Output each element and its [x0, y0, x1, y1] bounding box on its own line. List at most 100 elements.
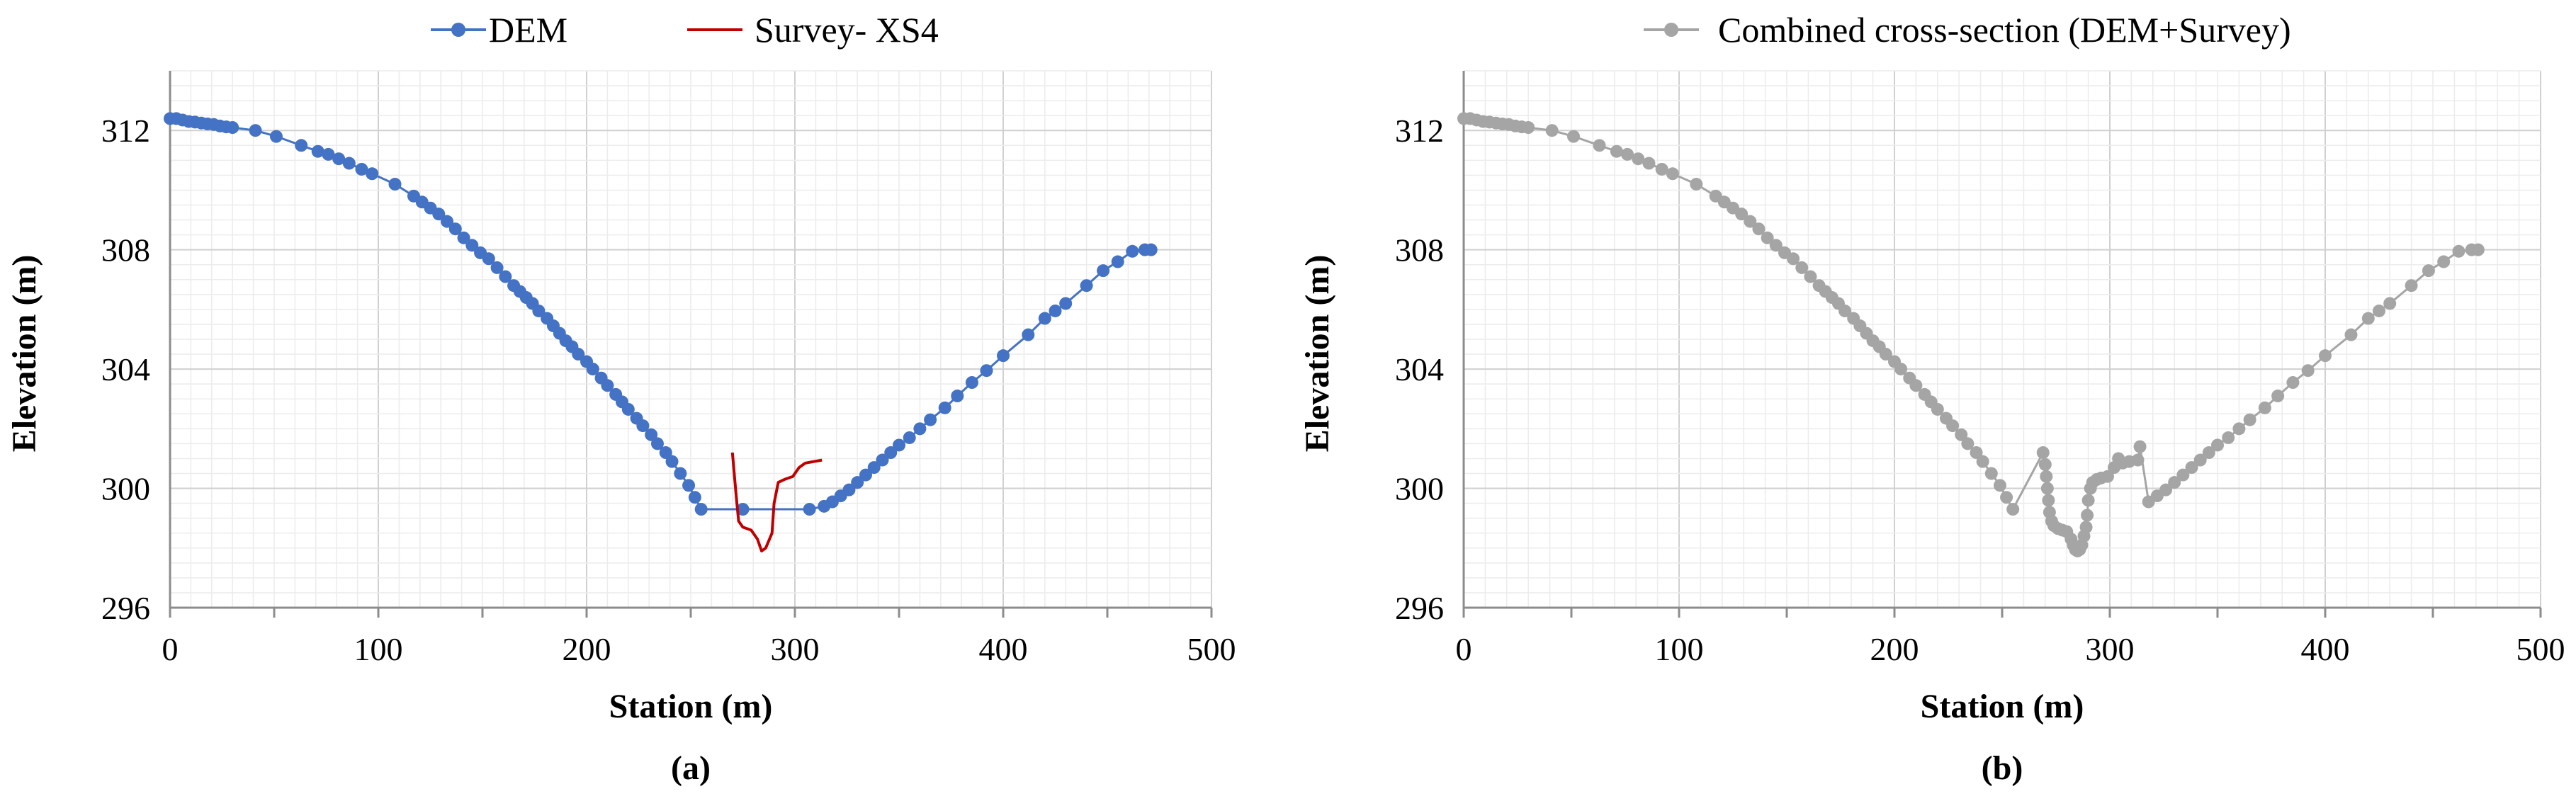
data-point	[1080, 279, 1093, 293]
data-point	[226, 121, 239, 135]
data-point	[388, 178, 402, 191]
data-point	[1632, 152, 1645, 166]
data-point	[1735, 208, 1749, 221]
data-point	[1946, 419, 1960, 433]
data-point	[2040, 470, 2053, 483]
panel-label: (a)	[671, 749, 711, 787]
series-2	[730, 452, 823, 552]
y-tick-label: 312	[101, 113, 150, 149]
legend-label: DEM	[489, 10, 567, 50]
data-point	[1804, 270, 1817, 283]
x-tick-label: 400	[979, 631, 1028, 667]
data-point	[876, 453, 889, 467]
data-point	[965, 376, 978, 390]
data-point	[1567, 130, 1581, 143]
data-point	[1879, 348, 1892, 361]
data-point	[859, 468, 872, 482]
data-point	[997, 349, 1010, 363]
data-point	[499, 270, 512, 283]
data-point	[1752, 222, 1766, 236]
data-point	[2271, 390, 2285, 403]
data-point	[1976, 455, 1989, 468]
chart-panel-b: 0 100 200 300 400 500 296 300 304 308 312 Station (…	[1299, 10, 2565, 787]
data-point	[1838, 304, 1852, 317]
y-axis-title: Elevation (m)	[6, 255, 43, 453]
data-point	[1610, 144, 1623, 158]
data-point	[2211, 438, 2224, 452]
x-tick-label: 200	[1870, 631, 1919, 667]
data-point	[884, 446, 898, 460]
series-1	[1457, 112, 2485, 557]
y-axis-title: Elevation (m)	[1299, 255, 1336, 453]
y-tick-label: 300	[101, 471, 150, 507]
data-point	[803, 503, 816, 516]
data-point	[269, 130, 283, 143]
x-tick-label: 400	[2301, 631, 2350, 667]
data-point	[2361, 312, 2375, 325]
data-point	[457, 231, 470, 244]
data-point	[913, 422, 927, 436]
legend-label: Combined cross-section (DEM+Survey)	[1718, 10, 2291, 50]
data-point	[1894, 363, 1908, 376]
data-point	[295, 139, 308, 152]
data-point	[1038, 312, 1051, 325]
data-point	[903, 431, 916, 444]
data-point	[311, 144, 324, 158]
data-point	[893, 438, 905, 452]
data-point	[2373, 304, 2385, 317]
data-point	[490, 261, 504, 274]
data-point	[1621, 147, 1634, 161]
data-point	[938, 401, 951, 414]
data-point	[2258, 401, 2271, 414]
data-point	[441, 215, 454, 228]
data-point	[1522, 121, 1535, 135]
data-point	[366, 167, 379, 181]
data-point	[2222, 431, 2235, 444]
data-point	[2437, 255, 2451, 268]
x-tick-label: 500	[2516, 631, 2565, 667]
data-point	[1769, 239, 1783, 252]
data-point	[2176, 468, 2190, 482]
data-point	[842, 483, 856, 496]
data-point	[1795, 261, 1809, 274]
data-point	[2101, 470, 2114, 483]
y-tick-label: 304	[1395, 351, 1444, 387]
data-point	[1787, 252, 1800, 266]
data-point	[650, 437, 664, 450]
data-point	[2081, 509, 2094, 522]
data-point	[448, 222, 462, 236]
data-point	[2042, 494, 2055, 507]
data-point	[1655, 162, 1668, 176]
panel-label: (b)	[1982, 749, 2023, 787]
data-point	[342, 157, 356, 170]
data-point	[621, 402, 635, 416]
series-1	[164, 112, 1158, 516]
data-point	[636, 419, 650, 433]
x-tick-label: 0	[1456, 631, 1472, 667]
data-point	[1059, 297, 1073, 310]
data-point	[465, 239, 479, 252]
data-point	[951, 390, 964, 403]
data-point	[2131, 453, 2145, 467]
x-tick-label: 100	[1655, 631, 1704, 667]
data-point	[249, 124, 262, 137]
data-point	[2000, 491, 2013, 504]
data-point	[1111, 255, 1124, 268]
x-tick-label: 100	[354, 631, 403, 667]
data-point	[659, 446, 672, 460]
x-tick-label: 0	[162, 631, 179, 667]
data-point	[665, 455, 679, 468]
chart-panel-a: 0 100 200 300 400 500 296 300 304 308 312 Station (…	[6, 10, 1236, 787]
data-point	[601, 379, 614, 392]
data-point	[1955, 428, 1968, 441]
data-point	[867, 461, 881, 475]
data-point	[2079, 521, 2093, 534]
legend-swatch-marker	[451, 23, 465, 37]
data-point	[2301, 364, 2315, 378]
data-point	[586, 363, 599, 376]
data-point	[688, 491, 701, 504]
data-point	[355, 162, 368, 176]
y-tick-label: 304	[101, 351, 150, 387]
data-point	[2038, 458, 2052, 471]
